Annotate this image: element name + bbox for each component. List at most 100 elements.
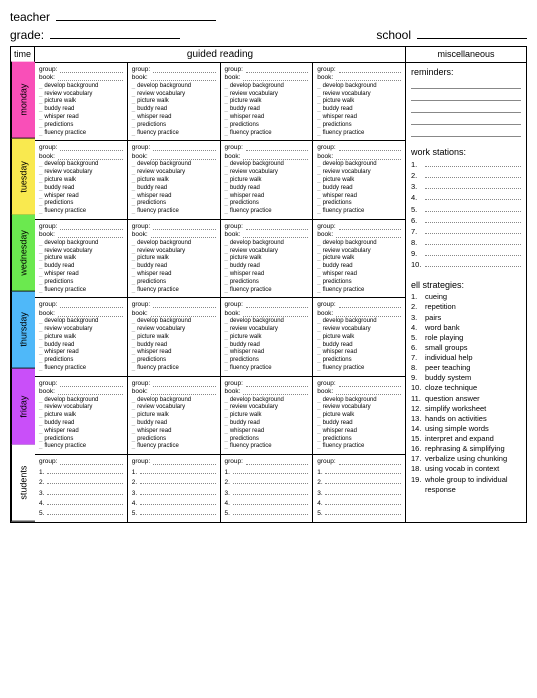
activity-check[interactable]: buddy read — [225, 420, 309, 428]
reminder-line[interactable] — [411, 127, 521, 137]
activity-check[interactable]: fluency practice — [39, 443, 123, 451]
activity-check[interactable]: develop background — [39, 397, 123, 405]
activity-check[interactable]: fluency practice — [317, 287, 401, 295]
activity-check[interactable]: buddy read — [317, 342, 401, 350]
activity-check[interactable]: buddy read — [317, 185, 401, 193]
group-cell[interactable]: group:1.2.3.4.5. — [128, 455, 221, 522]
activity-check[interactable]: buddy read — [132, 106, 216, 114]
activity-check[interactable]: develop background — [39, 161, 123, 169]
activity-check[interactable]: fluency practice — [317, 130, 401, 138]
activity-check[interactable]: fluency practice — [225, 208, 309, 216]
activity-check[interactable]: develop background — [225, 240, 309, 248]
activity-check[interactable]: fluency practice — [132, 130, 216, 138]
activity-check[interactable]: whisper read — [317, 271, 401, 279]
activity-check[interactable]: fluency practice — [317, 208, 401, 216]
group-cell[interactable]: group:book:develop backgroundreview voca… — [128, 63, 221, 140]
activity-check[interactable]: whisper read — [317, 428, 401, 436]
activity-check[interactable]: whisper read — [132, 271, 216, 279]
activity-check[interactable]: buddy read — [317, 420, 401, 428]
activity-check[interactable]: develop background — [225, 161, 309, 169]
activity-check[interactable]: picture walk — [225, 334, 309, 342]
activity-check[interactable]: review vocabulary — [39, 91, 123, 99]
activity-check[interactable]: buddy read — [132, 420, 216, 428]
reminder-line[interactable] — [411, 115, 521, 125]
book-blank[interactable] — [58, 310, 123, 317]
grade-blank[interactable] — [50, 28, 180, 39]
activity-check[interactable]: picture walk — [39, 412, 123, 420]
group-blank[interactable] — [60, 301, 122, 308]
activity-check[interactable]: predictions — [317, 200, 401, 208]
activity-check[interactable]: buddy read — [225, 185, 309, 193]
activity-check[interactable]: develop background — [225, 83, 309, 91]
activity-check[interactable]: picture walk — [132, 98, 216, 106]
activity-check[interactable]: develop background — [39, 83, 123, 91]
activity-check[interactable]: buddy read — [132, 263, 216, 271]
group-cell[interactable]: group:book:develop backgroundreview voca… — [221, 141, 314, 218]
group-cell[interactable]: group:1.2.3.4.5. — [221, 455, 314, 522]
group-blank[interactable] — [60, 223, 122, 230]
activity-check[interactable]: fluency practice — [225, 443, 309, 451]
activity-check[interactable]: whisper read — [225, 428, 309, 436]
activity-check[interactable]: whisper read — [39, 349, 123, 357]
activity-check[interactable]: whisper read — [132, 428, 216, 436]
reminder-line[interactable] — [411, 91, 521, 101]
activity-check[interactable]: buddy read — [317, 263, 401, 271]
teacher-blank[interactable] — [56, 10, 216, 21]
activity-check[interactable]: picture walk — [225, 177, 309, 185]
reminder-line[interactable] — [411, 103, 521, 113]
student-line[interactable]: 4. — [132, 498, 216, 508]
group-blank[interactable] — [60, 458, 122, 465]
book-blank[interactable] — [336, 153, 401, 160]
workstation-line[interactable]: 4. — [411, 192, 521, 203]
group-blank[interactable] — [153, 458, 215, 465]
activity-check[interactable]: whisper read — [39, 271, 123, 279]
activity-check[interactable]: whisper read — [225, 271, 309, 279]
activity-check[interactable]: picture walk — [132, 255, 216, 263]
group-blank[interactable] — [246, 301, 308, 308]
activity-check[interactable]: predictions — [225, 357, 309, 365]
workstation-line[interactable]: 1. — [411, 159, 521, 170]
activity-check[interactable]: predictions — [39, 200, 123, 208]
activity-check[interactable]: whisper read — [132, 114, 216, 122]
activity-check[interactable]: fluency practice — [39, 287, 123, 295]
workstation-line[interactable]: 8. — [411, 237, 521, 248]
activity-check[interactable]: picture walk — [132, 177, 216, 185]
activity-check[interactable]: develop background — [39, 318, 123, 326]
student-line[interactable]: 4. — [317, 498, 401, 508]
student-line[interactable]: 1. — [225, 467, 309, 477]
group-blank[interactable] — [339, 458, 401, 465]
group-cell[interactable]: group:book:develop backgroundreview voca… — [221, 298, 314, 375]
activity-check[interactable]: review vocabulary — [39, 248, 123, 256]
group-blank[interactable] — [339, 301, 401, 308]
workstation-line[interactable]: 3. — [411, 181, 521, 192]
workstation-line[interactable]: 10. — [411, 259, 521, 270]
student-line[interactable]: 5. — [39, 508, 123, 518]
activity-check[interactable]: picture walk — [317, 177, 401, 185]
activity-check[interactable]: picture walk — [317, 334, 401, 342]
group-cell[interactable]: group:book:develop backgroundreview voca… — [128, 377, 221, 454]
group-cell[interactable]: group:book:develop backgroundreview voca… — [221, 377, 314, 454]
activity-check[interactable]: develop background — [317, 397, 401, 405]
group-blank[interactable] — [246, 223, 308, 230]
student-line[interactable]: 3. — [225, 488, 309, 498]
activity-check[interactable]: predictions — [225, 200, 309, 208]
activity-check[interactable]: whisper read — [132, 193, 216, 201]
book-blank[interactable] — [243, 153, 308, 160]
group-blank[interactable] — [339, 66, 401, 73]
activity-check[interactable]: picture walk — [39, 177, 123, 185]
student-line[interactable]: 1. — [39, 467, 123, 477]
activity-check[interactable]: develop background — [225, 318, 309, 326]
activity-check[interactable]: whisper read — [317, 114, 401, 122]
activity-check[interactable]: develop background — [132, 83, 216, 91]
student-line[interactable]: 2. — [225, 477, 309, 487]
book-blank[interactable] — [58, 388, 123, 395]
workstation-line[interactable]: 9. — [411, 248, 521, 259]
activity-check[interactable]: buddy read — [39, 185, 123, 193]
activity-check[interactable]: fluency practice — [132, 208, 216, 216]
activity-check[interactable]: picture walk — [317, 412, 401, 420]
activity-check[interactable]: picture walk — [39, 98, 123, 106]
activity-check[interactable]: picture walk — [317, 255, 401, 263]
activity-check[interactable]: predictions — [317, 436, 401, 444]
book-blank[interactable] — [151, 310, 216, 317]
student-line[interactable]: 3. — [317, 488, 401, 498]
